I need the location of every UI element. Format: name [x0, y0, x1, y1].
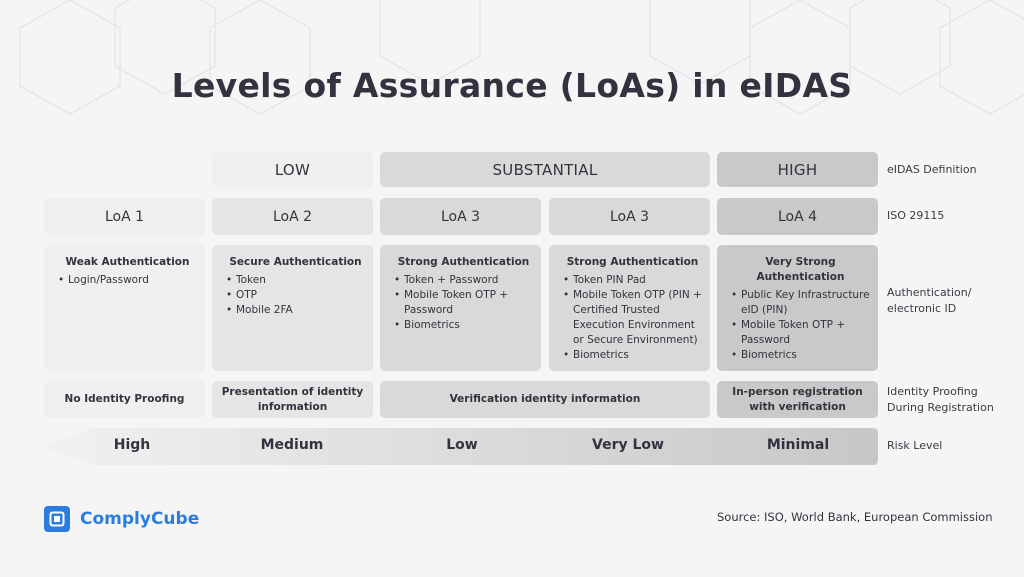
- row-label-auth: Authentication/ electronic ID: [887, 286, 972, 315]
- page-title: Levels of Assurance (LoAs) in eIDAS: [171, 66, 853, 105]
- auth-heading: Very Strong Authentication: [756, 256, 845, 283]
- risk-arrow-bar: [44, 428, 878, 465]
- risk-very-low: Very Low: [592, 437, 664, 453]
- row-label-proofing: Identity Proofing During Registration: [887, 385, 994, 414]
- auth-item: Token + Password: [394, 273, 533, 288]
- auth-cell-3: Strong Authentication Token + Password M…: [380, 245, 541, 371]
- proofing-in-person: In-person registration with verification: [717, 381, 878, 418]
- auth-cell-4: Strong Authentication Token PIN Pad Mobi…: [549, 245, 710, 371]
- definition-substantial: SUBSTANTIAL: [380, 152, 710, 187]
- auth-item: Mobile Token OTP (PIN + Certified Truste…: [563, 288, 702, 348]
- auth-item: Login/Password: [58, 273, 149, 288]
- brand-name: ComplyCube: [80, 509, 200, 529]
- auth-heading: Weak Authentication: [65, 256, 190, 268]
- auth-cell-5: Very Strong Authentication Public Key In…: [717, 245, 878, 371]
- brand: ComplyCube: [44, 506, 199, 532]
- auth-item: Public Key Infrastructure eID (PIN): [731, 288, 870, 318]
- risk-medium: Medium: [260, 437, 324, 453]
- source-note: Source: ISO, World Bank, European Commis…: [717, 510, 993, 524]
- definition-low: LOW: [212, 152, 373, 187]
- auth-item: Biometrics: [731, 348, 870, 363]
- proofing-presentation: Presentation of identity information: [212, 381, 373, 418]
- loa-4: LoA 4: [717, 198, 878, 235]
- row-label-definition: eIDAS Definition: [887, 163, 977, 176]
- auth-cell-1: Weak Authentication Login/Password: [44, 245, 205, 371]
- auth-item: OTP: [226, 288, 293, 303]
- definition-high: HIGH: [717, 152, 878, 187]
- auth-heading: Secure Authentication: [229, 256, 362, 268]
- auth-item: Biometrics: [563, 348, 702, 363]
- auth-item: Token: [226, 273, 293, 288]
- auth-cell-2: Secure Authentication Token OTP Mobile 2…: [212, 245, 373, 371]
- complycube-logo-icon: [44, 506, 70, 532]
- risk-low: Low: [446, 437, 478, 453]
- auth-heading: Strong Authentication: [566, 256, 699, 268]
- risk-minimal: Minimal: [766, 437, 830, 453]
- row-label-risk: Risk Level: [887, 439, 943, 452]
- proofing-none: No Identity Proofing: [44, 381, 205, 418]
- auth-heading: Strong Authentication: [397, 256, 530, 268]
- auth-item: Biometrics: [394, 318, 533, 333]
- auth-item: Mobile 2FA: [226, 303, 293, 318]
- loa-3a: LoA 3: [380, 198, 541, 235]
- auth-item: Mobile Token OTP + Password: [394, 288, 533, 318]
- row-label-iso: ISO 29115: [887, 209, 945, 222]
- loa-2: LoA 2: [212, 198, 373, 235]
- loa-3b: LoA 3: [549, 198, 710, 235]
- loa-1: LoA 1: [44, 198, 205, 235]
- risk-high: High: [113, 437, 151, 453]
- proofing-verification: Verification identity information: [380, 381, 710, 418]
- auth-item: Mobile Token OTP + Password: [731, 318, 870, 348]
- auth-item: Token PIN Pad: [563, 273, 702, 288]
